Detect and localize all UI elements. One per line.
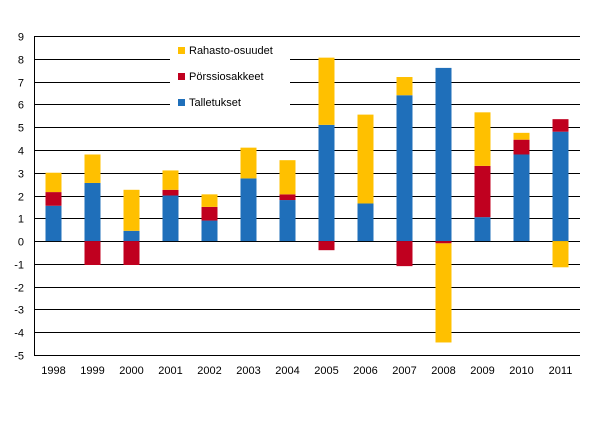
bar-rahasto-osuudet-2000 <box>123 189 140 231</box>
bar-pörssiosakkeet-2000 <box>123 241 140 265</box>
bar-talletukset-2003 <box>240 178 257 242</box>
bar-talletukset-2004 <box>279 200 296 242</box>
bar-pörssiosakkeet-2011 <box>552 119 569 132</box>
x-tick-label: 1998 <box>41 365 65 377</box>
x-tick-label: 2010 <box>509 365 533 377</box>
y-tick-label: 2 <box>18 192 24 204</box>
legend: Rahasto-osuudet Pörssiosakkeet Talletukset <box>170 40 290 122</box>
y-tick-label: 9 <box>18 32 24 44</box>
bar-talletukset-2010 <box>513 154 530 242</box>
y-tick-label: 5 <box>18 123 24 135</box>
bar-talletukset-2002 <box>201 220 218 242</box>
bar-pörssiosakkeet-2008 <box>435 241 452 244</box>
x-tick-label: 2000 <box>119 365 143 377</box>
bar-pörssiosakkeet-2001 <box>162 189 179 196</box>
y-tick-label: 4 <box>18 146 24 158</box>
bar-rahasto-osuudet-2002 <box>201 194 218 207</box>
legend-label-talletukset: Talletukset <box>189 97 241 109</box>
bar-pörssiosakkeet-2010 <box>513 139 530 155</box>
bar-rahasto-osuudet-2006 <box>357 114 374 204</box>
bar-pörssiosakkeet-2009 <box>474 165 491 218</box>
bar-rahasto-osuudet-2010 <box>513 132 530 140</box>
bar-rahasto-osuudet-2011 <box>552 241 569 268</box>
legend-swatch-talletukset <box>178 99 185 106</box>
legend-background <box>170 40 290 122</box>
y-tick-label: 6 <box>18 100 24 112</box>
bar-talletukset-2000 <box>123 230 140 242</box>
bar-talletukset-2005 <box>318 124 335 242</box>
legend-label-rahasto-osuudet: Rahasto-osuudet <box>189 45 273 57</box>
bar-pörssiosakkeet-2005 <box>318 241 335 251</box>
y-tick-label: 8 <box>18 55 24 67</box>
x-tick-label: 2002 <box>197 365 221 377</box>
bar-talletukset-2006 <box>357 203 374 242</box>
bar-rahasto-osuudet-2004 <box>279 160 296 195</box>
y-tick-label: -5 <box>14 351 24 363</box>
y-tick-label: 7 <box>18 78 24 90</box>
y-tick-label: 3 <box>18 169 24 181</box>
bar-talletukset-2008 <box>435 67 452 242</box>
x-tick-label: 2003 <box>236 365 260 377</box>
x-tick-label: 2001 <box>158 365 182 377</box>
bar-rahasto-osuudet-2005 <box>318 57 335 125</box>
bar-rahasto-osuudet-2007 <box>396 77 413 96</box>
x-tick-label: 2004 <box>275 365 299 377</box>
x-tick-label: 2009 <box>470 365 494 377</box>
axis-layer: -5 -4 -3 -2 -1 0 1 2 3 4 5 6 7 8 9 1998 1999 2000 2001 2002… <box>14 32 572 378</box>
legend-swatch-rahasto-osuudet <box>178 47 185 54</box>
bar-pörssiosakkeet-2007 <box>396 241 413 267</box>
y-tick-label: -4 <box>14 328 24 340</box>
y-tick-label: 0 <box>18 237 24 249</box>
y-tick-label: -1 <box>14 260 24 272</box>
x-tick-label: 2007 <box>392 365 416 377</box>
y-tick-label: 1 <box>18 214 24 226</box>
bar-rahasto-osuudet-2008 <box>435 243 452 343</box>
bar-rahasto-osuudet-2009 <box>474 112 491 166</box>
bar-talletukset-2001 <box>162 195 179 242</box>
bar-rahasto-osuudet-1998 <box>45 172 62 193</box>
bar-layer <box>45 57 569 343</box>
x-tick-label: 1999 <box>80 365 104 377</box>
y-tick-label: -2 <box>14 283 24 295</box>
grid-layer <box>34 36 580 356</box>
bar-talletukset-2011 <box>552 131 569 242</box>
x-tick-label: 2006 <box>353 365 377 377</box>
legend-swatch-pörssiosakkeet <box>178 73 185 80</box>
bar-pörssiosakkeet-1998 <box>45 192 62 206</box>
bar-talletukset-1999 <box>84 182 101 242</box>
bar-rahasto-osuudet-2001 <box>162 170 179 190</box>
bar-rahasto-osuudet-1999 <box>84 154 101 183</box>
bar-talletukset-1998 <box>45 205 62 242</box>
x-tick-label: 2011 <box>549 365 573 377</box>
bar-pörssiosakkeet-2004 <box>279 194 296 201</box>
bar-talletukset-2007 <box>396 95 413 242</box>
bar-pörssiosakkeet-1999 <box>84 241 101 265</box>
x-tick-label: 2008 <box>431 365 455 377</box>
bar-talletukset-2009 <box>474 217 491 242</box>
x-tick-label: 2005 <box>314 365 338 377</box>
bar-pörssiosakkeet-2002 <box>201 206 218 221</box>
bar-rahasto-osuudet-2003 <box>240 147 257 179</box>
legend-label-pörssiosakkeet: Pörssiosakkeet <box>189 71 264 83</box>
y-tick-label: -3 <box>14 305 24 317</box>
